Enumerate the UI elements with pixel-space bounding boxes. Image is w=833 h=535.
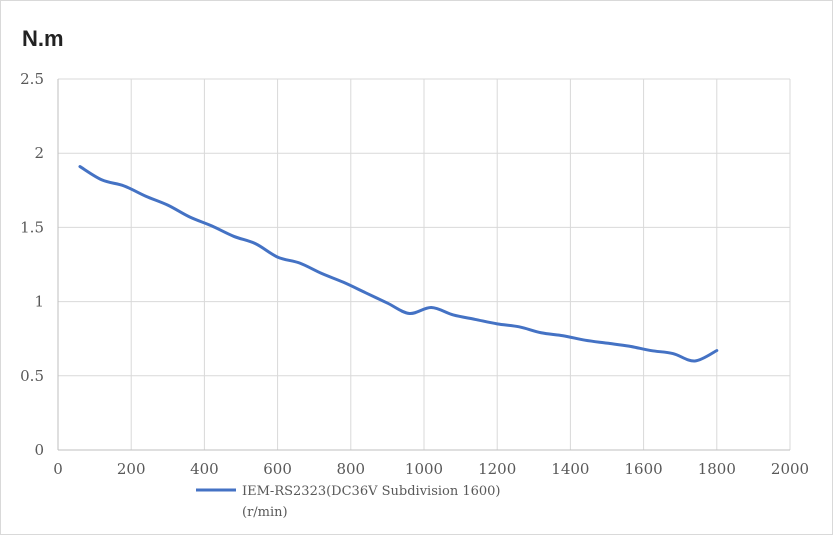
data-point	[276, 256, 279, 259]
data-point	[584, 339, 587, 342]
x-tick-label: 1800	[698, 460, 736, 478]
y-tick-label: 1	[34, 293, 44, 311]
data-point	[144, 195, 147, 198]
data-point	[606, 342, 609, 345]
y-tick-label: 2.5	[20, 70, 44, 88]
data-point	[452, 313, 455, 316]
data-point	[518, 325, 521, 328]
data-point	[78, 165, 81, 168]
data-point	[540, 331, 543, 334]
y-tick-label: 1.5	[20, 218, 44, 236]
x-tick-label: 200	[117, 460, 146, 478]
data-point	[649, 349, 652, 352]
x-tick-label: 400	[190, 460, 219, 478]
axes	[57, 79, 790, 451]
series-layer	[78, 165, 719, 363]
data-point	[254, 242, 257, 245]
data-point	[166, 204, 169, 207]
data-point	[408, 312, 411, 315]
y-tick-label: 0	[34, 441, 44, 459]
data-point	[627, 345, 630, 348]
x-axis-unit-label: (r/min)	[242, 505, 288, 520]
data-point	[100, 178, 103, 181]
data-point	[715, 349, 718, 352]
data-point	[342, 281, 345, 284]
data-point	[122, 184, 125, 187]
data-point	[474, 318, 477, 321]
series-line	[78, 165, 719, 363]
y-tick-label: 2	[34, 144, 44, 162]
data-point	[671, 352, 674, 355]
data-point	[562, 334, 565, 337]
data-point	[298, 262, 301, 265]
x-tick-label: 2000	[771, 460, 809, 478]
data-point	[320, 272, 323, 275]
x-tick-label: 0	[53, 460, 63, 478]
data-point	[210, 224, 213, 227]
data-point	[188, 216, 191, 219]
data-point	[496, 322, 499, 325]
x-tick-label: 600	[263, 460, 292, 478]
y-tick-label: 0.5	[20, 367, 44, 385]
data-point	[386, 302, 389, 305]
y-unit-label: N.m	[22, 26, 64, 51]
legend: IEM-RS2323(DC36V Subdivision 1600) (r/mi…	[196, 484, 501, 520]
x-tick-label: 1000	[405, 460, 443, 478]
gridlines	[58, 78, 791, 450]
legend-label: IEM-RS2323(DC36V Subdivision 1600)	[242, 484, 501, 499]
x-tick-label: 800	[336, 460, 365, 478]
x-tick-label: 1200	[478, 460, 516, 478]
data-point	[232, 235, 235, 238]
tick-labels: 0 0.5 1 1.5 2 2.5 0 200 400 600 800 1000 1200 1400 160…	[20, 70, 809, 478]
x-tick-label: 1400	[551, 460, 589, 478]
data-point	[364, 291, 367, 294]
x-tick-label: 1600	[625, 460, 663, 478]
data-point	[430, 306, 433, 309]
data-point	[693, 359, 696, 362]
